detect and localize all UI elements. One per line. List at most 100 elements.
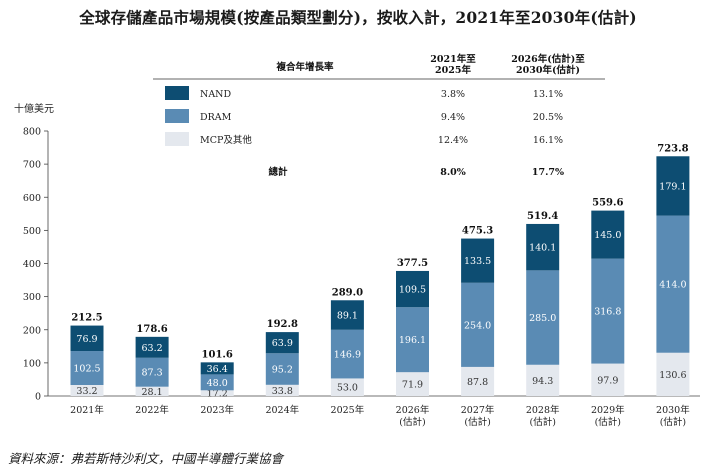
cagr-2026-2030-1: 20.5%	[533, 112, 563, 123]
segment-value-label: 28.1	[142, 387, 163, 398]
y-axis-unit: 十億美元	[14, 102, 54, 115]
cagr-header-label: 複合年增長率	[275, 61, 334, 73]
segment-value-label: 145.0	[594, 230, 621, 241]
x-category-label: 2025年	[331, 404, 365, 416]
segment-value-label: 109.5	[399, 285, 426, 296]
segment-value-label: 130.6	[659, 370, 686, 381]
segment-value-label: 97.9	[597, 375, 618, 386]
segment-value-label: 87.3	[142, 368, 163, 379]
y-tick-label: 300	[23, 292, 41, 303]
total-value-label: 101.6	[202, 349, 233, 360]
bar-segment	[656, 352, 690, 396]
y-tick-label: 700	[23, 160, 41, 171]
x-category-label: 2023年	[200, 404, 234, 416]
y-tick-label: 500	[23, 226, 41, 237]
x-category-label: 2026年(估計)	[396, 404, 430, 428]
segment-value-label: 89.1	[337, 311, 358, 322]
segment-value-label: 48.0	[207, 378, 228, 389]
bar-segment	[461, 366, 495, 396]
legend-swatch-2	[165, 132, 189, 146]
segment-value-label: 146.9	[334, 350, 361, 361]
bars: 33.2 102.5 76.9 212.5 2021年 28.1 87.3 63.2 178.6…	[70, 143, 690, 428]
y-tick-label: 200	[23, 325, 41, 336]
total-value-label: 723.8	[657, 143, 688, 154]
segment-value-label: 133.5	[464, 256, 491, 267]
bar-segment	[200, 390, 234, 396]
y-tick-label: 600	[23, 193, 41, 204]
x-category-label: 2022年	[135, 404, 169, 416]
bar-segment	[656, 156, 690, 216]
segment-value-label: 53.0	[337, 383, 358, 394]
segment-value-label: 63.2	[142, 343, 163, 354]
segment-value-label: 33.2	[76, 386, 97, 397]
segment-value-label: 33.8	[272, 386, 293, 397]
x-category-label: 2021年	[70, 404, 104, 416]
bar-segment	[591, 363, 625, 396]
bar-segment	[330, 378, 364, 396]
bar-segment	[526, 364, 560, 396]
y-tick-label: 400	[23, 259, 41, 270]
total-value-label: 519.4	[527, 211, 558, 222]
bar-segment	[70, 325, 104, 352]
bar-segment	[396, 372, 429, 396]
segment-value-label: 87.8	[467, 377, 488, 388]
x-category-label: 2024年	[265, 404, 299, 416]
total-value-label: 377.5	[397, 258, 428, 269]
bar-segment	[135, 357, 169, 387]
bar-segment	[526, 223, 560, 271]
cagr-2021-2025-2: 12.4%	[438, 135, 468, 146]
y-tick-label: 0	[35, 392, 41, 403]
y-tick-label: 800	[23, 127, 41, 138]
bar-segment	[70, 351, 104, 386]
bar-segment	[135, 386, 169, 396]
bar-segment	[396, 307, 429, 373]
cagr-total-label: 總計	[268, 166, 288, 178]
total-value-label: 475.3	[462, 226, 493, 237]
bar-segment	[265, 384, 299, 396]
segment-value-label: 179.1	[659, 181, 686, 192]
bar-segment	[461, 238, 495, 283]
bar-segment	[591, 210, 625, 259]
legend-label-1: DRAM	[200, 112, 232, 123]
legend-swatch-1	[165, 109, 189, 123]
segment-value-label: 316.8	[594, 307, 621, 318]
bar-segment	[265, 353, 299, 385]
segment-value-label: 102.5	[73, 364, 100, 375]
segment-value-label: 76.9	[76, 334, 97, 345]
segment-value-label: 36.4	[207, 364, 228, 375]
bar-segment	[396, 270, 429, 308]
segment-value-label: 71.9	[402, 380, 423, 391]
bar-segment	[656, 215, 690, 353]
segment-value-label: 196.1	[399, 335, 426, 346]
cagr-2021-2025-1: 9.4%	[441, 112, 465, 123]
bar-segment	[330, 300, 364, 330]
bar-segment	[526, 270, 560, 365]
cagr-2026-2030-2: 16.1%	[533, 135, 563, 146]
x-category-label: 2029年(估計)	[591, 404, 625, 428]
cagr-total-2026-2030: 17.7%	[532, 167, 564, 178]
x-category-label: 2030年(估計)	[656, 404, 690, 428]
chart-title: 全球存儲產品市場規模(按產品類型劃分)，按收入計，2021年至2030年(估計)	[79, 8, 637, 27]
total-value-label: 559.6	[592, 198, 623, 209]
segment-value-label: 254.0	[464, 320, 491, 331]
legend-label-2: MCP及其他	[200, 134, 252, 146]
bar-segment	[330, 329, 364, 379]
cagr-header-2021-2025: 2021年至 2025年	[430, 53, 476, 76]
segment-value-label: 285.0	[529, 313, 556, 324]
total-value-label: 192.8	[267, 319, 298, 330]
cagr-2021-2025-0: 3.8%	[441, 89, 465, 100]
segment-value-label: 414.0	[659, 280, 686, 291]
cagr-header-2026-2030: 2026年(估計)至 2030年(估計)	[511, 53, 585, 76]
total-value-label: 212.5	[71, 313, 102, 324]
segment-value-label: 95.2	[272, 365, 293, 376]
bar-segment	[265, 332, 299, 354]
total-value-label: 178.6	[136, 324, 167, 335]
bar-segment	[591, 258, 625, 364]
segment-value-label: 17.2	[207, 389, 228, 400]
x-category-label: 2027年(估計)	[461, 404, 495, 428]
segment-value-label: 140.1	[529, 243, 556, 254]
bar-segment	[70, 385, 104, 396]
total-value-label: 289.0	[332, 287, 363, 298]
cagr-total-2021-2025: 8.0%	[440, 167, 466, 178]
